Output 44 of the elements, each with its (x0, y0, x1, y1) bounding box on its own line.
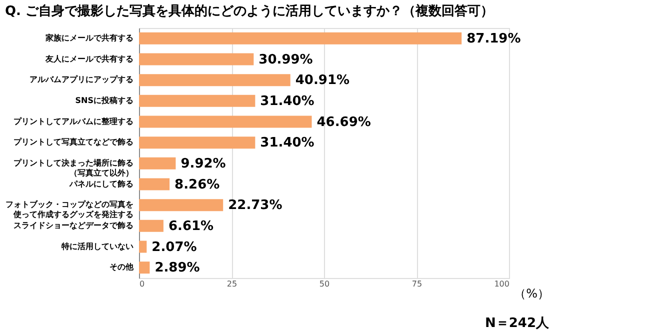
x-tick-label: 50 (319, 280, 330, 288)
data-label: 22.73% (228, 198, 282, 214)
data-label: 2.07% (152, 240, 197, 255)
x-tick-label: 0 (140, 280, 145, 288)
y-tick-label: アルバムアプリにアップする (30, 75, 134, 84)
x-tick-label: 100 (494, 280, 510, 288)
data-label: 87.19% (466, 31, 521, 46)
data-label: 9.92% (180, 156, 226, 172)
data-label: 31.40% (260, 94, 314, 109)
bar (139, 94, 256, 107)
bar (139, 240, 147, 253)
bar (139, 199, 224, 212)
chart-title: Q. ご自身で撮影した写真を具体的にどのように活用していますか？（複数回答可） (5, 3, 494, 19)
data-label: 2.89% (154, 260, 200, 276)
bar (139, 178, 170, 190)
data-label: 31.40% (260, 136, 314, 151)
bar (139, 157, 176, 170)
y-tick-label: その他 (110, 262, 134, 272)
bar (139, 116, 312, 128)
bar (139, 32, 462, 44)
bar (139, 262, 150, 274)
y-tick-label: 家族にメールで共有する (44, 32, 134, 42)
data-label: 40.91% (295, 73, 350, 88)
y-tick-label: プリントして写真立てなどで飾る (14, 136, 134, 147)
x-axis-title: （%） (514, 286, 550, 300)
bar (139, 53, 254, 66)
y-tick-label: フォトブック・コップなどの写真を使って作成するグッズを発注する (6, 200, 134, 220)
text: N＝242人 (484, 316, 550, 331)
y-tick-label: 友人にメールで共有する (44, 54, 134, 64)
y-tick-label: SNSに投稿する (75, 96, 134, 105)
bar (139, 74, 290, 86)
y-tick-label: プリントして決まった場所に飾る（写真立て以外） (14, 158, 134, 178)
data-label: 6.61% (168, 218, 214, 234)
y-tick-label: プリントしてアルバムに整理する (14, 116, 134, 126)
bar (139, 136, 256, 149)
bar (139, 220, 164, 232)
x-tick-label: 25 (226, 280, 238, 288)
y-tick-label: 特に活用していない (60, 242, 134, 251)
data-label: 46.69% (316, 114, 371, 130)
y-tick-label: パネルにして飾る (68, 179, 134, 188)
data-label: 8.26% (174, 177, 220, 192)
y-tick-label: スライドショーなどデータで飾る (14, 220, 134, 230)
x-tick-label: 75 (412, 280, 422, 288)
data-label: 30.99% (258, 52, 313, 68)
